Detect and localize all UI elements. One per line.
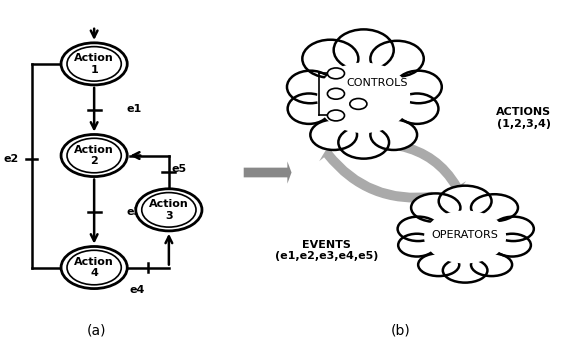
Text: Action
4: Action 4 — [74, 257, 114, 278]
Text: OPERATORS: OPERATORS — [432, 230, 499, 240]
Circle shape — [136, 189, 202, 231]
Text: (b): (b) — [391, 323, 411, 337]
Ellipse shape — [288, 93, 331, 124]
Circle shape — [61, 43, 127, 85]
Ellipse shape — [338, 126, 389, 159]
Circle shape — [327, 68, 345, 79]
Text: CONTROLS: CONTROLS — [346, 78, 408, 88]
Ellipse shape — [418, 206, 512, 267]
Circle shape — [142, 193, 196, 227]
Circle shape — [67, 250, 121, 285]
Ellipse shape — [302, 40, 358, 78]
Ellipse shape — [411, 194, 461, 222]
Text: Action
3: Action 3 — [149, 199, 188, 221]
Text: e3: e3 — [126, 207, 142, 217]
Circle shape — [327, 110, 345, 121]
Ellipse shape — [493, 217, 534, 241]
Ellipse shape — [398, 234, 436, 257]
Text: Action
2: Action 2 — [74, 145, 114, 166]
Ellipse shape — [317, 62, 411, 133]
Circle shape — [61, 135, 127, 177]
Text: e4: e4 — [129, 285, 144, 295]
Ellipse shape — [334, 29, 394, 71]
Ellipse shape — [310, 120, 357, 150]
Text: (a): (a) — [87, 323, 107, 337]
Ellipse shape — [424, 210, 506, 264]
Ellipse shape — [494, 234, 531, 257]
Ellipse shape — [438, 186, 491, 217]
Ellipse shape — [398, 217, 438, 241]
Ellipse shape — [396, 93, 438, 124]
Ellipse shape — [395, 71, 442, 103]
Circle shape — [61, 246, 127, 288]
Ellipse shape — [443, 258, 487, 283]
Circle shape — [67, 47, 121, 81]
Circle shape — [327, 88, 345, 99]
Circle shape — [350, 99, 367, 109]
Ellipse shape — [471, 253, 512, 276]
Ellipse shape — [471, 194, 518, 221]
Text: ACTIONS
(1,2,3,4): ACTIONS (1,2,3,4) — [496, 107, 552, 129]
Text: EVENTS
(e1,e2,e3,e4,e5): EVENTS (e1,e2,e3,e4,e5) — [275, 240, 378, 262]
Ellipse shape — [371, 41, 424, 77]
Text: e5: e5 — [172, 164, 187, 174]
Text: e1: e1 — [126, 105, 142, 114]
Ellipse shape — [371, 120, 417, 150]
Ellipse shape — [310, 57, 417, 139]
Ellipse shape — [287, 71, 334, 103]
Ellipse shape — [418, 253, 459, 276]
Text: Action
1: Action 1 — [74, 53, 114, 75]
Circle shape — [67, 138, 121, 173]
Text: e2: e2 — [3, 154, 19, 164]
